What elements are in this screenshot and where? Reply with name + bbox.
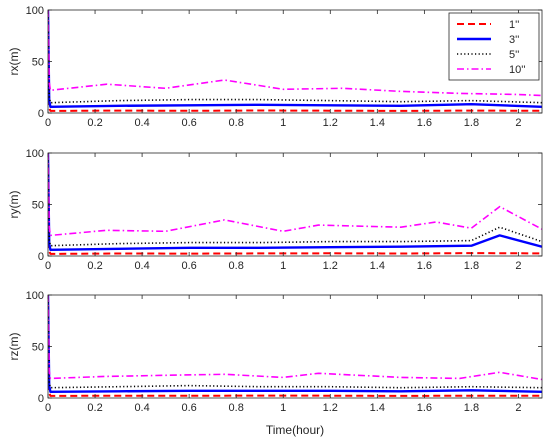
x-axis-label: Time(hour) — [266, 423, 324, 437]
y-axis-label: rx(m) — [7, 48, 21, 76]
series-line-3 — [48, 295, 542, 389]
x-tick-label: 0.6 — [181, 260, 196, 272]
x-tick-label: 1.6 — [417, 260, 432, 272]
legend-label: 10'' — [509, 64, 525, 76]
x-tick-label: 0 — [45, 402, 51, 414]
x-tick-label: 1 — [280, 402, 286, 414]
y-tick-label: 50 — [32, 200, 44, 212]
x-tick-label: 0.2 — [87, 117, 102, 129]
x-tick-label: 2 — [515, 260, 521, 272]
series-line-1 — [48, 153, 542, 255]
x-tick-label: 1.8 — [464, 117, 479, 129]
x-tick-label: 0.6 — [181, 117, 196, 129]
x-tick-label: 0 — [45, 117, 51, 129]
x-tick-label: 1.4 — [370, 117, 385, 129]
x-tick-label: 0.8 — [229, 260, 244, 272]
series-line-1 — [48, 295, 542, 397]
series-line-2 — [48, 295, 542, 393]
x-tick-label: 0.4 — [134, 117, 149, 129]
y-tick-label: 0 — [38, 108, 44, 120]
y-tick-label: 100 — [26, 290, 44, 302]
y-tick-label: 100 — [26, 148, 44, 160]
series-line-4 — [48, 153, 542, 237]
x-tick-label: 0.4 — [134, 402, 149, 414]
x-tick-label: 1.8 — [464, 402, 479, 414]
legend: 1'' 3'' 5'' 10'' — [448, 12, 540, 81]
subplot-2: 0 0.2 0.4 0.6 0.8 1 1.2 1.4 1.6 1.8 2 0 50 100 ry(m) — [7, 148, 543, 272]
x-tick-label: 1 — [280, 117, 286, 129]
x-tick-label: 1.6 — [417, 402, 432, 414]
series-group — [48, 295, 542, 397]
x-tick-label: 0.2 — [87, 402, 102, 414]
x-tick-label: 1 — [280, 260, 286, 272]
x-tick-label: 1.4 — [370, 260, 385, 272]
axes-box — [47, 152, 543, 257]
x-tick-label: 1.6 — [417, 117, 432, 129]
y-axis-label: ry(m) — [7, 191, 21, 219]
x-tick-label: 2 — [515, 402, 521, 414]
x-tick-label: 0.8 — [229, 117, 244, 129]
legend-label: 3'' — [509, 34, 519, 46]
x-tick-label: 1.8 — [464, 260, 479, 272]
y-tick-label: 50 — [32, 342, 44, 354]
series-line-3 — [48, 153, 542, 247]
x-tick-label: 0 — [45, 260, 51, 272]
subplot-1: 0 0.2 0.4 0.6 0.8 1 1.2 1.4 1.6 1.8 2 0 50 100 rx(m) 1'… — [7, 5, 543, 129]
subplots: 0 0.2 0.4 0.6 0.8 1 1.2 1.4 1.6 1.8 2050100rx(m)1'… — [7, 5, 543, 414]
legend-label: 1'' — [509, 19, 519, 31]
y-axis-label: rz(m) — [7, 333, 21, 361]
x-tick-label: 1.2 — [323, 402, 338, 414]
series-line-1 — [48, 10, 542, 112]
x-tick-label: 0.2 — [87, 260, 102, 272]
x-tick-label: 0.8 — [229, 402, 244, 414]
series-line-4 — [48, 10, 542, 97]
y-tick-label: 50 — [32, 57, 44, 69]
axes-box — [47, 294, 543, 399]
series-line-3 — [48, 10, 542, 104]
x-tick-label: 0.6 — [181, 402, 196, 414]
series-line-2 — [48, 10, 542, 108]
series-group — [48, 153, 542, 255]
x-tick-label: 1.2 — [323, 260, 338, 272]
x-tick-label: 1.2 — [323, 117, 338, 129]
x-tick-label: 0.4 — [134, 260, 149, 272]
subplot-3: 0 0.2 0.4 0.6 0.8 1 1.2 1.4 1.6 1.8 2 0 50 100 rz(m) — [7, 290, 543, 414]
y-tick-label: 100 — [26, 5, 44, 17]
series-line-4 — [48, 295, 542, 381]
x-tick-label: 2 — [515, 117, 521, 129]
y-tick-label: 0 — [38, 393, 44, 405]
x-tick-label: 1.4 — [370, 402, 385, 414]
y-tick-label: 0 — [38, 251, 44, 263]
series-group — [48, 10, 542, 112]
legend-label: 5'' — [509, 49, 519, 61]
series-line-2 — [48, 153, 542, 251]
